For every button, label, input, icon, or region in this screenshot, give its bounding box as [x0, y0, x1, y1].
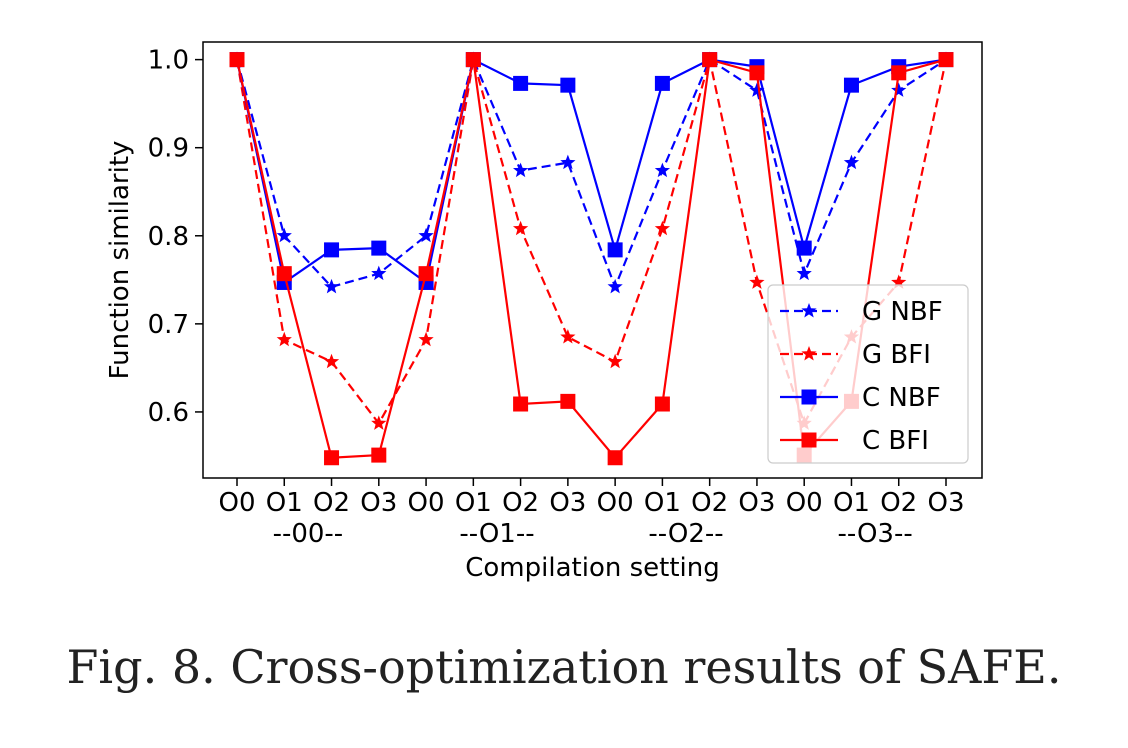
y-tick-label: 0.8	[148, 222, 189, 252]
data-point	[418, 227, 434, 243]
data-point	[796, 240, 812, 256]
data-point	[513, 396, 529, 412]
plot-frame	[202, 41, 983, 479]
x-tick-label: O3	[738, 488, 775, 518]
x-tick-label: O2	[313, 488, 350, 518]
x-tick-label: O3	[927, 488, 964, 518]
line-chart: 0.6 0.7 0.8 0.9 1.0 O0 O1 O2 O3 O0 O1 O2 O3 O0 O1 O2 O3 O…	[105, 41, 983, 583]
y-axis-title: Function similarity	[105, 141, 135, 380]
legend-label: G NBF	[862, 297, 943, 327]
data-point	[891, 65, 907, 81]
series-c-nbf	[229, 52, 954, 290]
data-point	[607, 242, 623, 258]
data-point	[891, 274, 907, 289]
x-group-label: --O3--	[837, 519, 912, 549]
x-tick-label: O0	[786, 488, 823, 518]
x-tick-label: O3	[360, 488, 397, 518]
x-tick-label: O1	[644, 488, 681, 518]
y-tick-label: 0.9	[148, 134, 189, 164]
data-point	[513, 75, 529, 91]
data-point	[418, 266, 434, 282]
data-point	[796, 265, 812, 281]
data-point	[843, 154, 860, 170]
x-group-label: --00--	[273, 519, 344, 549]
data-point	[560, 154, 576, 170]
data-point	[371, 415, 387, 430]
data-point	[607, 353, 623, 369]
data-point	[654, 220, 671, 236]
x-tick-label: O2	[691, 488, 728, 518]
data-point	[749, 274, 765, 289]
series-line	[235, 57, 947, 285]
data-point	[512, 220, 529, 236]
x-group-label: --O2--	[648, 519, 723, 549]
x-tick-label: O2	[880, 488, 917, 518]
data-point	[276, 331, 292, 347]
data-point	[654, 162, 671, 178]
data-point	[654, 396, 670, 412]
data-point	[323, 278, 340, 294]
legend-marker	[801, 346, 817, 361]
data-point	[323, 353, 340, 369]
data-point	[749, 82, 765, 97]
data-point	[324, 450, 340, 466]
data-point	[938, 52, 954, 68]
legend-label: C BFI	[862, 426, 929, 456]
data-point	[843, 77, 859, 93]
y-tick-label: 1.0	[148, 46, 189, 76]
data-point	[607, 450, 623, 466]
data-point	[465, 52, 481, 68]
x-tick-label: O1	[266, 488, 303, 518]
data-point	[229, 52, 245, 68]
data-point	[276, 227, 292, 243]
y-tick-label: 0.7	[148, 310, 189, 340]
x-tick-label: O2	[502, 488, 539, 518]
legend: G NBF G BFI C NBF C BFI	[767, 284, 969, 464]
legend-marker	[801, 389, 817, 405]
legend-marker	[801, 303, 817, 318]
x-tick-label: O0	[597, 488, 634, 518]
figure-caption: Fig. 8. Cross-optimization results of SA…	[66, 640, 1062, 694]
data-point	[324, 242, 340, 258]
legend-label: G BFI	[862, 340, 931, 370]
data-point	[702, 52, 718, 68]
x-tick-label: O3	[549, 488, 586, 518]
x-tick-label: O1	[455, 488, 492, 518]
legend-marker	[801, 432, 817, 448]
legend-label: C NBF	[862, 383, 941, 413]
data-point	[371, 447, 387, 463]
data-point	[371, 265, 387, 281]
x-axis-title: Compilation setting	[465, 553, 719, 583]
data-point	[371, 240, 387, 256]
data-point	[418, 331, 434, 347]
data-point	[749, 65, 765, 81]
x-tick-label: O0	[218, 488, 255, 518]
series-line	[235, 56, 947, 290]
data-point	[276, 266, 292, 282]
data-point	[512, 162, 529, 178]
data-point	[891, 82, 907, 97]
data-point	[607, 278, 623, 294]
legend-box	[767, 284, 969, 464]
x-group-label: --O1--	[459, 519, 534, 549]
data-point	[560, 329, 576, 344]
x-tick-label: O1	[833, 488, 870, 518]
x-tick-label: O0	[408, 488, 445, 518]
data-point	[560, 393, 576, 409]
y-tick-label: 0.6	[148, 398, 189, 428]
data-point	[560, 77, 576, 93]
data-point	[654, 75, 670, 91]
